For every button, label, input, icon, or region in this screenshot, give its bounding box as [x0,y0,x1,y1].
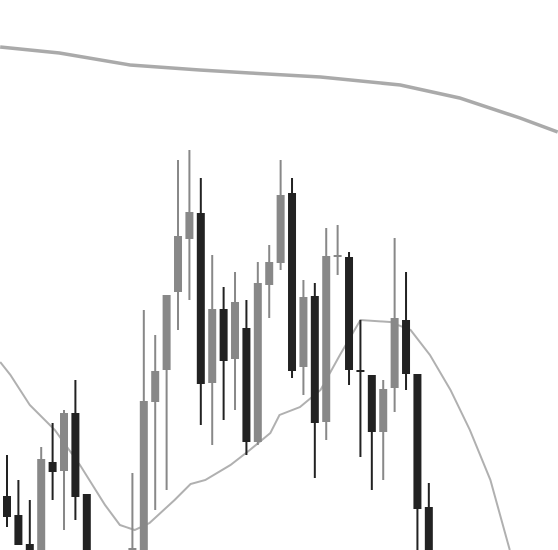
candle-body [231,302,240,359]
candle-body [48,462,57,472]
candle-body [310,296,319,423]
candle-body [208,309,217,383]
candle-body [356,370,365,372]
moving-average-line [0,318,511,550]
candle-body [174,236,183,292]
candle-body [322,256,331,422]
candle-body [139,401,148,550]
candle-body [367,375,376,432]
candle-body [71,413,80,497]
candle-body [276,195,285,263]
candle-body [60,413,69,471]
candle-body [196,213,205,384]
candle-body [379,389,388,432]
candle-body [3,496,12,517]
candle-body [162,295,171,370]
candle-body [151,371,160,402]
moving-average-line [0,45,558,134]
candle-body [288,193,297,371]
candle-body [299,297,308,367]
candle-body [390,318,399,388]
candle-body [219,309,228,361]
candle-body [37,459,46,550]
candle-body [242,328,251,442]
candle-body [265,262,274,285]
candle-body [402,320,411,374]
candle-body [253,283,262,442]
candle-body [25,544,34,550]
candle-body [185,212,194,239]
candle-body [333,255,342,257]
candle-body [128,548,137,550]
candle-body [424,507,433,550]
candle-body [413,374,422,509]
candle-body [345,257,354,370]
candle-body [82,494,91,550]
candle-body [14,515,23,545]
